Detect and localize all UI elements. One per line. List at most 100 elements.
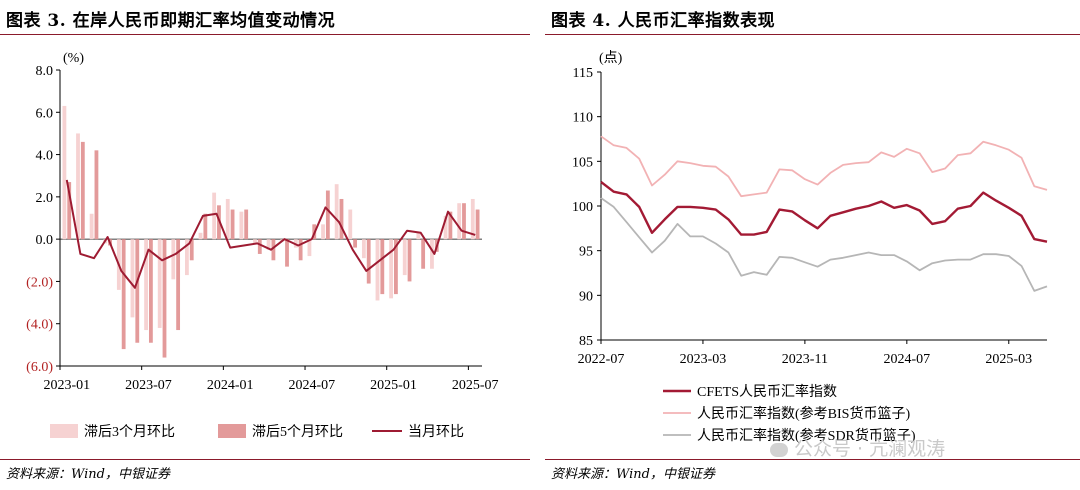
bar-lag3	[239, 211, 244, 240]
x-tick-label: 2024-07	[883, 352, 930, 367]
x-tick-label: 2022-07	[578, 352, 625, 367]
bar-lag5	[339, 198, 344, 240]
bar-lag5	[244, 209, 249, 240]
bar-lag3	[76, 133, 80, 240]
bar-lag5	[394, 239, 398, 295]
bar-lag5	[285, 239, 289, 267]
bar-lag3	[171, 239, 176, 280]
bar-lag5	[121, 239, 126, 350]
bar-lag3	[443, 215, 448, 240]
y-tick-label: 0.0	[36, 233, 54, 248]
bar-lag5	[421, 239, 426, 269]
y-tick-label: 110	[573, 111, 593, 126]
legend-label-lag3: 滞后3个月环比	[84, 424, 175, 440]
y-tick-label: 85	[579, 334, 593, 349]
x-tick-label: 2024-07	[289, 378, 336, 393]
bar-lag3	[62, 105, 67, 240]
y-tick-label: 95	[579, 245, 593, 260]
right-source-rule	[545, 459, 1080, 460]
bar-lag3	[389, 239, 394, 299]
bar-lag3	[144, 239, 148, 331]
bar-lag5	[189, 239, 194, 261]
legend-label-lag5: 滞后5个月环比	[252, 424, 343, 440]
bar-lag5	[67, 182, 72, 240]
x-tick-label: 2025-07	[452, 378, 499, 393]
y-tick-label: 8.0	[36, 64, 54, 79]
bar-lag5	[298, 239, 303, 261]
bar-lag3	[402, 239, 407, 276]
bar-lag3	[225, 198, 230, 240]
bar-lag5	[203, 213, 208, 240]
y-tick-label: 100	[572, 200, 593, 215]
y-tick-label: (6.0)	[26, 360, 53, 375]
bar-lag5	[135, 239, 140, 343]
left-title-rule	[0, 34, 530, 35]
bar-lag5	[271, 239, 276, 261]
y-tick-label: 6.0	[36, 106, 54, 121]
bar-lag3	[430, 239, 434, 269]
bar-lag3	[470, 198, 475, 240]
x-tick-label: 2025-03	[985, 352, 1032, 367]
bar-lag5	[148, 239, 153, 343]
x-tick-label: 2023-03	[680, 352, 727, 367]
y-tick-label: (2.0)	[26, 275, 53, 290]
bar-lag3	[334, 184, 339, 240]
y-tick-label: 4.0	[36, 149, 54, 164]
bar-lag3	[375, 239, 380, 301]
bar-lag3	[348, 209, 353, 240]
left-chart-panel: 图表 3. 在岸人民币即期汇率均值变动情况 (6.0) (4.0) (2.0) 0.0…	[0, 0, 530, 490]
left-source-note: 资料来源：Wind，中银证券	[6, 467, 170, 482]
bar-lag5	[353, 239, 357, 248]
left-chart-title: 图表 3. 在岸人民币即期汇率均值变动情况	[6, 11, 336, 31]
bar-lag5	[325, 190, 330, 240]
legend-label-current: 当月环比	[408, 424, 464, 440]
right-source-note: 资料来源：Wind，中银证券	[551, 467, 715, 482]
bar-lag5	[162, 239, 167, 358]
bar-lag3	[457, 203, 462, 240]
bar-lag5	[462, 203, 466, 240]
bar-lag3	[253, 239, 257, 244]
y-tick-label: 105	[572, 155, 593, 170]
bar-lag3	[185, 239, 189, 276]
bar-lag3	[416, 232, 421, 240]
series-line-cfets	[600, 180, 1048, 243]
y-axis-unit: (点)	[599, 50, 623, 66]
x-tick-label: 2023-11	[782, 352, 828, 367]
left-bar-line-chart: (6.0) (4.0) (2.0) 0.0 2.0 4.0 6.0 8.0 (%) 2023-01…	[26, 51, 499, 440]
bar-lag3	[307, 239, 312, 257]
legend-swatch-lag3	[50, 424, 78, 438]
bar-lag3	[89, 213, 94, 240]
right-chart-title: 图表 4. 人民币汇率指数表现	[551, 11, 776, 31]
bar-lag5	[80, 141, 85, 240]
right-chart-panel: 图表 4. 人民币汇率指数表现 85 90 95 100 105 110 115 (点) 202…	[545, 0, 1080, 490]
bar-lag3	[266, 239, 271, 250]
bar-lag3	[157, 239, 162, 328]
bar-lag5	[448, 211, 453, 240]
legend-label-bis: 人民币汇率指数(参考BIS货币篮子)	[697, 405, 910, 422]
legend-swatch-lag5	[218, 424, 246, 438]
legend-label-cfets: CFETS人民币汇率指数	[697, 383, 837, 400]
left-source-rule	[0, 459, 530, 460]
bar-lag3	[361, 239, 366, 259]
series-line-current-month	[65, 179, 476, 289]
watermark-text: 公众号 · 亢澜观涛	[794, 438, 946, 460]
y-tick-label: (4.0)	[26, 318, 53, 333]
bar-lag5	[366, 239, 371, 284]
bar-lag3	[198, 232, 203, 240]
right-line-chart: 85 90 95 100 105 110 115 (点) 2022-07 2023-03 2023-…	[572, 50, 1048, 444]
y-tick-label: 2.0	[36, 191, 54, 206]
right-title-rule	[545, 34, 1080, 35]
y-axis-unit: (%)	[63, 51, 84, 66]
x-tick-label: 2025-01	[370, 378, 417, 393]
bar-lag3	[130, 239, 135, 318]
x-tick-label: 2024-01	[207, 378, 254, 393]
watermark: 公众号 · 亢澜观涛	[770, 434, 945, 461]
x-tick-label: 2023-07	[125, 378, 172, 393]
bar-lag5	[176, 239, 181, 331]
y-tick-label: 90	[579, 289, 593, 304]
series-line-bis	[600, 135, 1048, 198]
series-line-sdr	[600, 197, 1048, 292]
bar-lag5	[407, 239, 412, 282]
bar-lag5	[257, 239, 262, 254]
bar-lag5	[475, 209, 480, 240]
